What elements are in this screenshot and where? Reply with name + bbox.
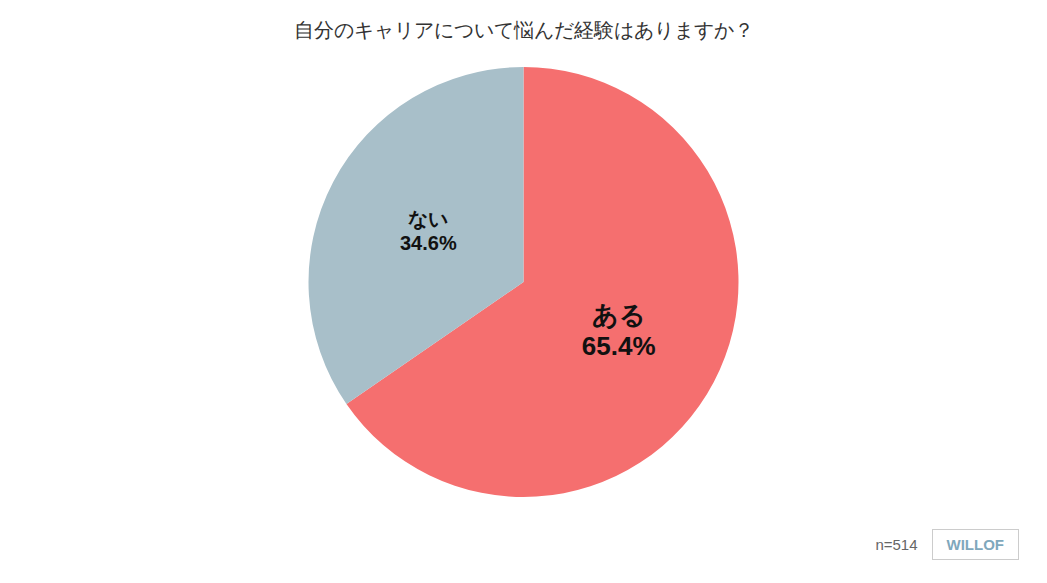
html-text:自分のキャリアについて悩んだ経験はありますか？: 自分のキャリアについて悩んだ経験はありますか？: [293, 19, 754, 41]
html-text:WILLOF: WILLOF: [946, 536, 1004, 553]
html-text:n=514: n=514: [875, 536, 918, 553]
svg-text:ある65.4%: ある65.4%: [582, 300, 656, 361]
svg-text:ない34.6%: ない34.6%: [400, 208, 457, 254]
